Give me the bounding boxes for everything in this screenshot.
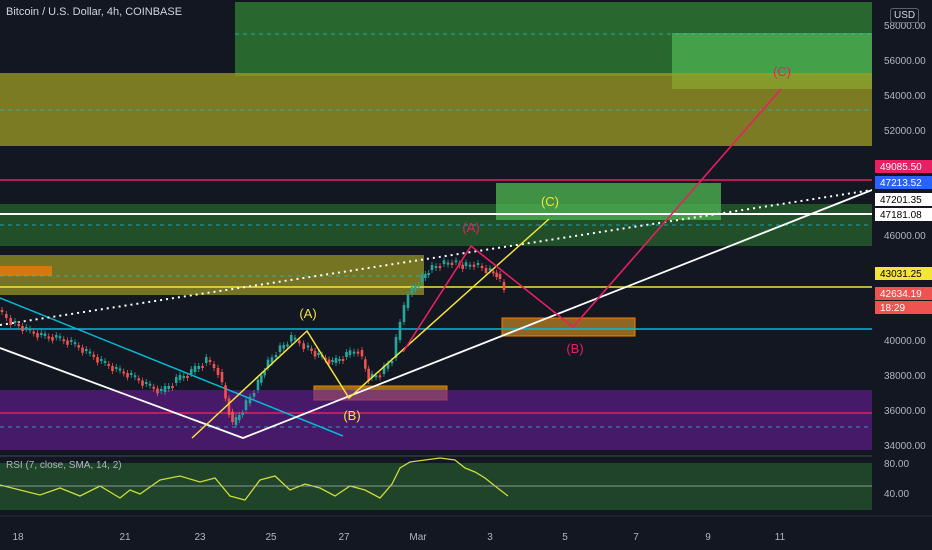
price-tick-label: 54000.00 bbox=[884, 91, 926, 102]
rsi-band bbox=[0, 463, 872, 510]
rsi-label: RSI (7, close, SMA, 14, 2) bbox=[6, 460, 122, 471]
price-tick-label: 34000.00 bbox=[884, 441, 926, 452]
price-label-bg-2 bbox=[875, 193, 932, 206]
candles bbox=[0, 257, 506, 428]
price-label-4: 43031.25 bbox=[880, 269, 922, 280]
price-label-bg-3 bbox=[875, 208, 932, 221]
price-label-5: 42634.19 bbox=[880, 289, 922, 300]
time-tick-label: 27 bbox=[338, 532, 350, 543]
chart-title: Bitcoin / U.S. Dollar, 4h, COINBASE bbox=[6, 6, 183, 18]
wave-label-c: (C) bbox=[541, 194, 559, 209]
countdown-label: 18:29 bbox=[880, 303, 905, 314]
pink-abc-wave bbox=[402, 88, 782, 353]
currency-button[interactable]: USD bbox=[890, 8, 920, 23]
wave-label-a: (A) bbox=[462, 220, 479, 235]
time-tick-label: Mar bbox=[409, 532, 427, 543]
price-label-bg-5 bbox=[875, 287, 932, 300]
orange-box-b2 bbox=[501, 317, 636, 337]
price-label-3: 47181.08 bbox=[880, 210, 922, 221]
price-tick-label: 56000.00 bbox=[884, 56, 926, 67]
wave-label-b: (B) bbox=[343, 408, 360, 423]
price-tick-label: 58000.00 bbox=[884, 21, 926, 32]
price-label-0: 49085.50 bbox=[880, 162, 922, 173]
time-tick-label: 18 bbox=[12, 532, 24, 543]
orange-small-box bbox=[0, 266, 52, 276]
purple-zone bbox=[0, 390, 872, 450]
time-axis bbox=[0, 515, 872, 550]
price-label-1: 47213.52 bbox=[880, 178, 922, 189]
cyan-trendline bbox=[0, 297, 344, 437]
price-tick-label: 40000.00 bbox=[884, 336, 926, 347]
price-tick-label: 38000.00 bbox=[884, 371, 926, 382]
price-tick-label: 36000.00 bbox=[884, 406, 926, 417]
time-tick-label: 25 bbox=[265, 532, 277, 543]
price-tick-label: 52000.00 bbox=[884, 126, 926, 137]
price-label-bg-4 bbox=[875, 267, 932, 280]
time-tick-label: 3 bbox=[487, 532, 493, 543]
rsi-tick-label: 40.00 bbox=[884, 489, 909, 500]
countdown-bg bbox=[875, 301, 932, 314]
wave-label-a: (A) bbox=[299, 306, 316, 321]
white-trendline bbox=[0, 189, 873, 439]
rsi-line bbox=[0, 457, 509, 501]
time-tick-label: 7 bbox=[633, 532, 639, 543]
time-tick-label: 11 bbox=[775, 532, 786, 543]
price-label-bg-0 bbox=[875, 160, 932, 173]
price-tick-label: 46000.00 bbox=[884, 231, 926, 242]
price-label-2: 47201.35 bbox=[880, 195, 922, 206]
time-tick-label: 23 bbox=[194, 532, 206, 543]
yellow-zone-lower bbox=[0, 255, 424, 295]
price-label-bg-1 bbox=[875, 176, 932, 189]
wave-label-b: (B) bbox=[566, 341, 583, 356]
time-tick-label: 21 bbox=[119, 532, 131, 543]
wave-label-c: (C) bbox=[773, 64, 791, 79]
time-tick-label: 9 bbox=[705, 532, 711, 543]
time-tick-label: 5 bbox=[562, 532, 568, 543]
rsi-tick-label: 80.00 bbox=[884, 459, 909, 470]
yellow-abc-wave bbox=[191, 218, 550, 439]
